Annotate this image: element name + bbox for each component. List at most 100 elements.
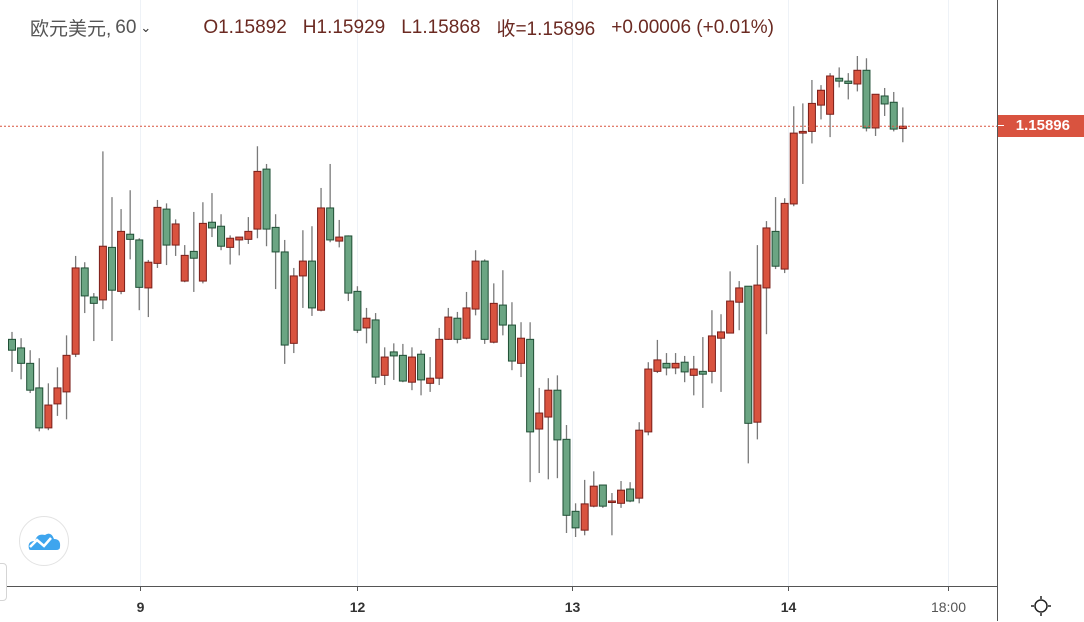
candle-up [235, 236, 244, 256]
candle-down [553, 375, 562, 479]
candle-body [689, 368, 698, 376]
candle-body [362, 317, 371, 329]
candle-down [189, 211, 198, 292]
candle-up [798, 103, 807, 184]
candle-body [526, 338, 535, 433]
candle-body [707, 335, 716, 372]
candle-down [880, 87, 889, 116]
candle-body [480, 260, 489, 340]
candle-body [517, 337, 526, 364]
candle-up [589, 471, 598, 508]
candle-body [644, 368, 653, 433]
candle-body [153, 206, 162, 264]
candle-up [335, 219, 344, 248]
candle-up [171, 219, 180, 256]
tradingview-logo-icon[interactable] [19, 516, 69, 566]
candle-body [889, 101, 898, 130]
candle-up [607, 493, 616, 536]
candle-body [126, 233, 135, 240]
candle-up [180, 245, 189, 283]
candle-body [335, 236, 344, 242]
candle-body [835, 77, 844, 82]
candle-up [471, 250, 480, 316]
candle-body [62, 354, 71, 393]
candle-body [626, 488, 635, 502]
candle-down [889, 91, 898, 132]
candle-up [198, 202, 207, 284]
candle-body [607, 500, 616, 504]
candle-up [62, 335, 71, 420]
candle-down [35, 358, 44, 432]
candle-body [417, 353, 426, 381]
candle-body [317, 207, 326, 311]
candle-up [707, 310, 716, 384]
candle-up [226, 235, 235, 265]
candle-body [117, 230, 126, 292]
candle-body [580, 503, 589, 531]
candle-body [780, 202, 789, 270]
x-tick-label: 14 [781, 599, 797, 615]
candle-up [517, 322, 526, 378]
candle-body [198, 222, 207, 282]
x-tick-label: 12 [350, 599, 366, 615]
candle-body [89, 296, 98, 304]
candle-body [589, 485, 598, 507]
candle-body [17, 347, 26, 364]
candle-body [571, 510, 580, 529]
candle-body [162, 208, 171, 246]
x-tick-label: 13 [565, 599, 581, 615]
candle-body [407, 356, 416, 383]
candle-body [426, 377, 435, 384]
settings-sun-icon[interactable] [1030, 595, 1052, 617]
candle-down [371, 313, 380, 384]
candle-down [107, 197, 116, 342]
candle-down [389, 343, 398, 380]
candle-body [553, 389, 562, 441]
candle-up [807, 79, 816, 144]
candle-up [689, 355, 698, 396]
candle-down [771, 197, 780, 270]
candle-up [444, 307, 453, 340]
candle-up [117, 209, 126, 295]
candle-body [662, 362, 671, 369]
candle-down [698, 337, 707, 408]
candle-up [544, 378, 553, 480]
candle-body [817, 89, 826, 106]
candle-up [253, 146, 262, 239]
candle-body [798, 130, 807, 134]
interval-label[interactable]: 60 [115, 16, 137, 38]
candle-body [217, 225, 226, 247]
candle-down [480, 259, 489, 344]
candle-body [717, 331, 726, 339]
candle-down [680, 355, 689, 383]
symbol-title[interactable]: 欧元美元, [30, 19, 112, 40]
candle-body [135, 239, 144, 288]
chevron-down-icon[interactable]: ⌄ [140, 19, 152, 35]
candle-body [753, 284, 762, 423]
candle-up [817, 85, 826, 120]
candle-down [26, 350, 35, 394]
candle-up [289, 267, 298, 354]
grid-lines [140, 0, 949, 586]
panel-resize-handle[interactable] [0, 563, 7, 601]
candle-body [271, 226, 280, 253]
candle-up [71, 255, 80, 358]
candle-body [598, 484, 607, 507]
candle-body [307, 260, 316, 309]
candle-up [435, 327, 444, 386]
candle-down [80, 262, 89, 314]
candle-body [189, 250, 198, 259]
candle-body [853, 69, 862, 85]
candle-up [298, 230, 307, 308]
candle-down [662, 353, 671, 376]
candle-body [98, 245, 107, 301]
candle-body [498, 304, 507, 326]
candle-down [89, 293, 98, 342]
candle-body [80, 267, 89, 297]
time-axis[interactable]: 9 12 13 14 18:00 [137, 586, 967, 615]
candle-body [171, 223, 180, 246]
candle-body [735, 287, 744, 303]
candle-body [680, 361, 689, 373]
candle-down [526, 322, 535, 483]
